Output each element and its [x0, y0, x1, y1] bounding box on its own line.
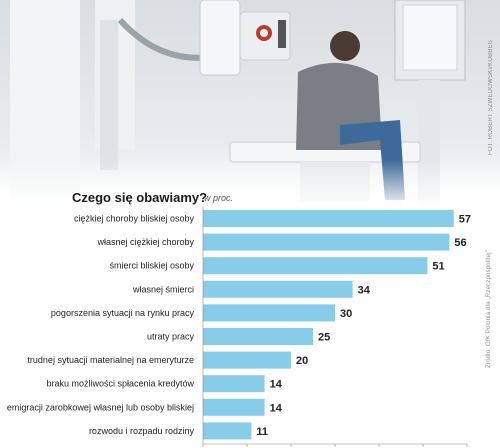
category-label: utraty pracy: [147, 332, 195, 342]
value-label: 34: [358, 284, 371, 296]
bar: [203, 351, 291, 369]
bar: [203, 375, 265, 393]
value-label: 14: [270, 402, 283, 414]
bar: [203, 280, 353, 298]
category-label: własnej śmierci: [132, 284, 194, 294]
category-label: własnej ciężkiej choroby: [96, 237, 194, 247]
value-label: 25: [318, 332, 330, 344]
value-label: 51: [432, 261, 444, 273]
category-label: rozwodu i rozpadu rodziny: [89, 426, 195, 436]
value-label: 14: [270, 379, 283, 391]
category-label: ciężkiej choroby bliskiej osoby: [74, 214, 195, 224]
bar: [203, 328, 313, 345]
value-label: 20: [296, 355, 308, 367]
bar: [203, 422, 252, 440]
category-label: braku możliwości spłacenia kredytów: [46, 379, 194, 389]
header-photo: [0, 0, 500, 210]
value-label: 30: [340, 308, 352, 320]
value-label: 57: [459, 214, 471, 226]
category-label: emigracji zarobkowej własnej lub osoby b…: [7, 402, 194, 412]
bar: [203, 257, 428, 275]
value-label: 56: [454, 237, 466, 249]
bar: [203, 210, 454, 227]
category-label: trudnej sytuacji materialnej na emerytur…: [27, 355, 194, 365]
chart-unit: w proc.: [204, 193, 234, 203]
bar: [203, 304, 335, 322]
category-label: śmierci bliskiej osoby: [109, 261, 194, 271]
bar: [203, 233, 450, 251]
category-label: pogorszenia sytuacji na rynku pracy: [51, 308, 195, 318]
chart-title: Czego się obawiamy?: [72, 190, 208, 205]
value-label: 11: [256, 426, 268, 438]
bar: [203, 398, 265, 416]
